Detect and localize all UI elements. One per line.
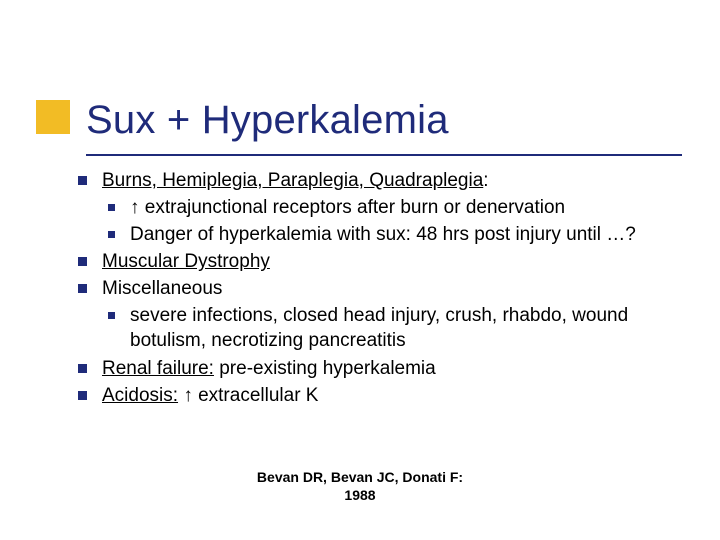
reference: Bevan DR, Bevan JC, Donati F: 1988: [0, 469, 720, 504]
accent-box: [36, 100, 70, 134]
bullet-text: Miscellaneous: [102, 278, 222, 299]
reference-line1: Bevan DR, Bevan JC, Donati F:: [257, 469, 463, 485]
body: Burns, Hemiplegia, Paraplegia, Quadraple…: [72, 166, 680, 410]
bullet-text-underline: Acidosis:: [102, 385, 178, 406]
bullet-item: Burns, Hemiplegia, Paraplegia, Quadraple…: [72, 168, 680, 193]
sub-bullet-item: severe infections, closed head injury, c…: [72, 303, 680, 353]
title-rule: [86, 154, 682, 156]
sub-bullet-text: severe infections, closed head injury, c…: [130, 305, 628, 351]
bullet-text-suffix: :: [483, 170, 488, 191]
bullet-item: Renal failure: pre-existing hyperkalemia: [72, 356, 680, 381]
bullet-text-underline: Muscular Dystrophy: [102, 251, 270, 272]
bullet-icon: [78, 364, 87, 373]
bullet-text-rest: ↑ extracellular K: [178, 385, 318, 406]
reference-line2: 1988: [344, 487, 375, 503]
up-arrow-icon: ↑: [183, 385, 193, 406]
bullet-text-rest: pre-existing hyperkalemia: [214, 358, 436, 379]
up-arrow-icon: ↑: [130, 197, 140, 218]
sub-bullet-item: Danger of hyperkalemia with sux: 48 hrs …: [72, 222, 680, 247]
bullet-icon: [78, 257, 87, 266]
bullet-icon: [108, 204, 115, 211]
bullet-text-underline: Renal failure:: [102, 358, 214, 379]
bullet-item: Muscular Dystrophy: [72, 249, 680, 274]
bullet-icon: [78, 391, 87, 400]
slide: Sux + Hyperkalemia Burns, Hemiplegia, Pa…: [0, 0, 720, 540]
title-wrap: Sux + Hyperkalemia: [86, 98, 449, 143]
bullet-icon: [108, 312, 115, 319]
sub-bullet-text: extrajunctional receptors after burn or …: [140, 197, 566, 218]
bullet-icon: [108, 231, 115, 238]
sub-bullet-text: Danger of hyperkalemia with sux: 48 hrs …: [130, 224, 636, 245]
bullet-icon: [78, 284, 87, 293]
sub-bullet-item: ↑ extrajunctional receptors after burn o…: [72, 195, 680, 220]
bullet-icon: [78, 176, 87, 185]
bullet-item: Miscellaneous: [72, 276, 680, 301]
bullet-item: Acidosis: ↑ extracellular K: [72, 383, 680, 408]
bullet-text-underline: Burns, Hemiplegia, Paraplegia, Quadraple…: [102, 170, 483, 191]
slide-title: Sux + Hyperkalemia: [86, 98, 449, 143]
